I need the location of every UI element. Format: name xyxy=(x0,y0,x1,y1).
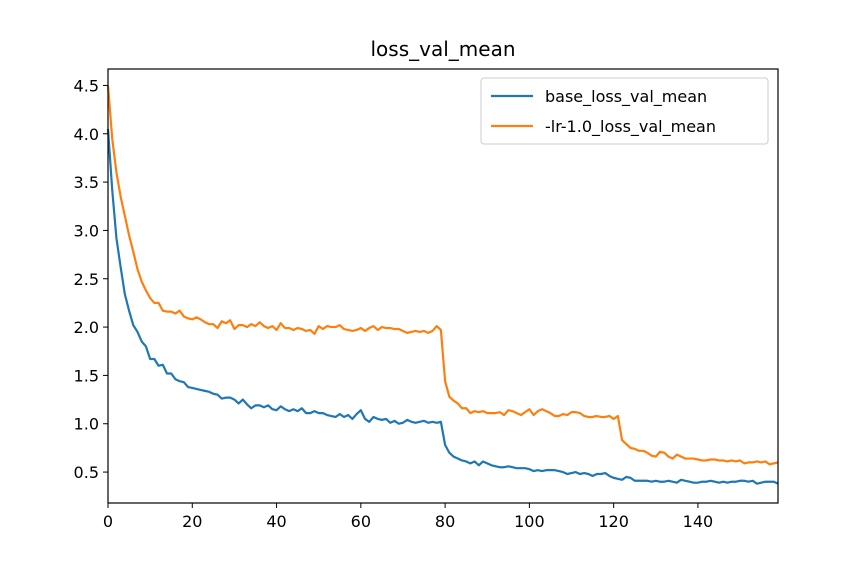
x-tick-label: 60 xyxy=(351,512,371,531)
series-line-1 xyxy=(106,85,779,466)
y-tick-label: 4.0 xyxy=(74,125,99,144)
legend: base_loss_val_mean -lr-1.0_loss_val_mean xyxy=(480,77,769,145)
y-tick-label: 3.5 xyxy=(74,173,99,192)
y-tick-label: 2.0 xyxy=(74,318,99,337)
series-line-0 xyxy=(106,128,779,485)
x-tick-label: 80 xyxy=(435,512,455,531)
legend-label-1: -lr-1.0_loss_val_mean xyxy=(545,117,716,137)
y-tick-label: 2.5 xyxy=(74,270,99,289)
y-tick-label: 1.5 xyxy=(74,366,99,385)
x-tick-label: 100 xyxy=(514,512,545,531)
series-layer xyxy=(106,85,779,485)
plot-frame xyxy=(107,68,779,504)
y-axis: 0.5 1.0 1.5 2.0 2.5 3.0 3.5 4.0 4.5 xyxy=(74,76,108,482)
x-tick-label: 20 xyxy=(182,512,202,531)
y-tick-label: 4.5 xyxy=(74,76,99,95)
chart-title: loss_val_mean xyxy=(371,37,516,61)
legend-label-0: base_loss_val_mean xyxy=(545,87,707,107)
x-tick-label: 0 xyxy=(103,512,113,531)
legend-box xyxy=(480,77,769,145)
x-tick-label: 40 xyxy=(266,512,286,531)
x-axis: 0 20 40 60 80 100 120 140 xyxy=(103,503,713,531)
y-tick-label: 1.0 xyxy=(74,415,99,434)
y-tick-label: 0.5 xyxy=(74,463,99,482)
x-tick-label: 120 xyxy=(598,512,629,531)
y-tick-label: 3.0 xyxy=(74,221,99,240)
x-tick-label: 140 xyxy=(683,512,714,531)
